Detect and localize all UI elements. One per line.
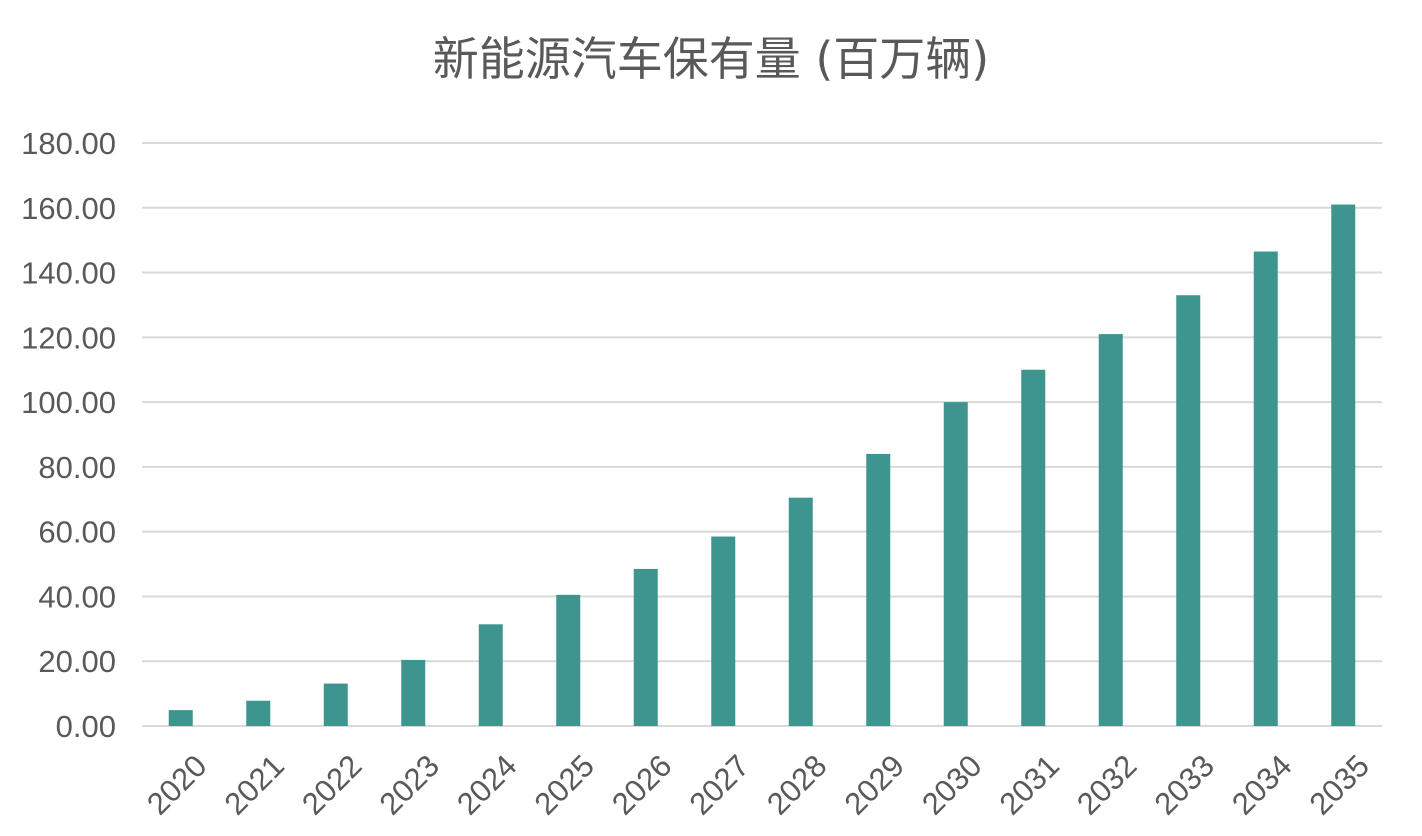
y-tick-label: 20.00 xyxy=(38,644,116,679)
bar-2035 xyxy=(1331,204,1356,727)
bar-2030 xyxy=(943,402,968,726)
bar-2031 xyxy=(1021,369,1046,726)
y-tick-label: 140.00 xyxy=(21,256,116,291)
gridlines xyxy=(142,142,1382,727)
bar-2029 xyxy=(866,453,891,726)
bar-2025 xyxy=(556,594,581,726)
bar-2024 xyxy=(478,624,503,726)
x-tick-label: 2025 xyxy=(528,748,602,822)
y-tick-label: 40.00 xyxy=(38,579,116,614)
bar-2033 xyxy=(1176,295,1201,726)
x-tick-label: 2033 xyxy=(1148,748,1222,822)
x-tick-label: 2026 xyxy=(605,748,679,822)
bar-2026 xyxy=(633,568,658,726)
x-tick-label: 2022 xyxy=(295,748,369,822)
x-axis-ticks: 2020 2021 2022 2023 2024 2025 2026 2027 2028 2029… xyxy=(140,748,1376,822)
y-tick-label: 80.00 xyxy=(38,450,116,485)
bar-2027 xyxy=(711,536,736,726)
x-tick-label: 2030 xyxy=(915,748,989,822)
bar-2020 xyxy=(168,710,193,726)
x-tick-label: 2027 xyxy=(683,748,757,822)
bar-2023 xyxy=(401,659,426,726)
y-tick-label: 0.00 xyxy=(56,709,116,744)
bar-2028 xyxy=(788,497,813,726)
y-tick-label: 160.00 xyxy=(21,191,116,226)
x-tick-label: 2031 xyxy=(993,748,1067,822)
y-tick-label: 180.00 xyxy=(21,126,116,161)
x-tick-label: 2021 xyxy=(218,748,292,822)
chart-title: 新能源汽车保有量 (百万辆) xyxy=(433,32,990,86)
bar-2022 xyxy=(323,683,348,726)
y-axis-ticks: 0.00 20.00 40.00 60.00 80.00 100.00 120.00 140.… xyxy=(21,126,116,744)
bar-2032 xyxy=(1098,334,1123,726)
y-tick-label: 120.00 xyxy=(21,320,116,355)
x-tick-label: 2028 xyxy=(760,748,834,822)
x-tick-label: 2034 xyxy=(1225,748,1299,822)
y-tick-label: 60.00 xyxy=(38,515,116,550)
x-tick-label: 2023 xyxy=(373,748,447,822)
x-tick-label: 2029 xyxy=(838,748,912,822)
x-tick-label: 2024 xyxy=(450,748,524,822)
bar-2034 xyxy=(1253,251,1278,726)
y-tick-label: 100.00 xyxy=(21,385,116,420)
bars xyxy=(168,204,1356,727)
bar-2021 xyxy=(246,700,271,726)
x-tick-label: 2035 xyxy=(1303,748,1377,822)
x-tick-label: 2032 xyxy=(1070,748,1144,822)
x-tick-label: 2020 xyxy=(140,748,214,822)
